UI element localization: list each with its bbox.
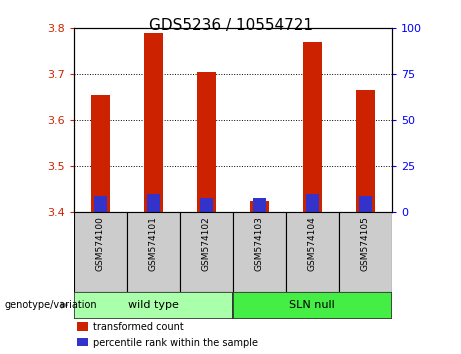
Bar bbox=[250, 201, 269, 212]
Bar bbox=[339, 212, 392, 292]
Text: GSM574103: GSM574103 bbox=[255, 216, 264, 271]
Bar bbox=[74, 292, 233, 319]
Bar bbox=[359, 196, 372, 212]
Bar bbox=[147, 194, 160, 212]
Text: GDS5236 / 10554721: GDS5236 / 10554721 bbox=[148, 18, 313, 33]
Bar bbox=[94, 196, 107, 212]
Text: percentile rank within the sample: percentile rank within the sample bbox=[93, 338, 258, 348]
Text: SLN null: SLN null bbox=[290, 300, 335, 310]
Text: wild type: wild type bbox=[128, 300, 179, 310]
Bar bbox=[77, 322, 88, 331]
Text: GSM574101: GSM574101 bbox=[149, 216, 158, 271]
Text: GSM574104: GSM574104 bbox=[308, 216, 317, 271]
Text: GSM574105: GSM574105 bbox=[361, 216, 370, 271]
Bar bbox=[306, 194, 319, 212]
Bar bbox=[180, 212, 233, 292]
Bar bbox=[200, 198, 213, 212]
Bar bbox=[144, 33, 163, 212]
Bar bbox=[233, 292, 392, 319]
Bar bbox=[356, 91, 375, 212]
Text: GSM574102: GSM574102 bbox=[202, 216, 211, 271]
Bar bbox=[286, 212, 339, 292]
Bar bbox=[77, 338, 88, 346]
Bar bbox=[233, 212, 286, 292]
Bar bbox=[74, 212, 127, 292]
Bar bbox=[303, 42, 322, 212]
Bar bbox=[197, 72, 216, 212]
Text: GSM574100: GSM574100 bbox=[96, 216, 105, 271]
Text: genotype/variation: genotype/variation bbox=[5, 300, 97, 310]
Bar bbox=[127, 212, 180, 292]
Text: transformed count: transformed count bbox=[93, 322, 183, 332]
Bar bbox=[253, 198, 266, 212]
Bar bbox=[91, 95, 110, 212]
